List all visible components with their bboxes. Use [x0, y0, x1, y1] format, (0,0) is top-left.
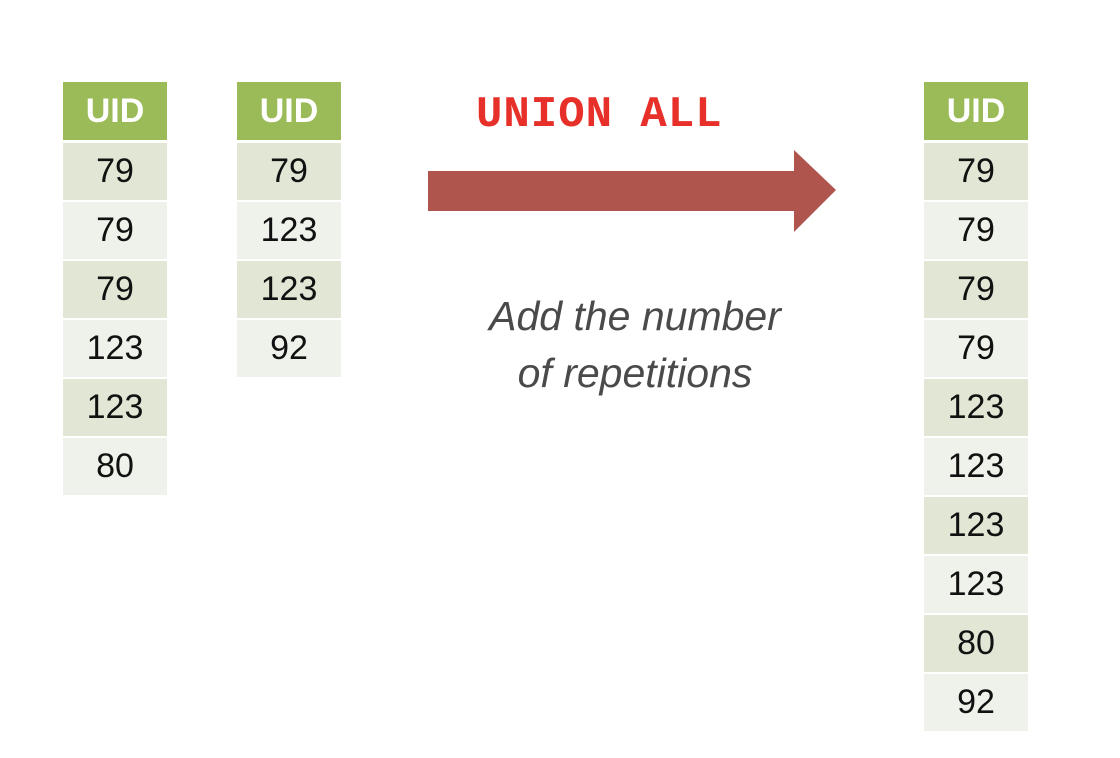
table-cell: 123 [63, 379, 167, 438]
table-cell: 123 [237, 202, 341, 261]
table-cell: 123 [924, 379, 1028, 438]
table-cell: 79 [924, 320, 1028, 379]
result-table: UID 79 79 79 79 123 123 123 123 80 92 [924, 82, 1028, 733]
table-header: UID [237, 82, 341, 143]
arrow-shape [428, 150, 836, 232]
operation-title: UNION ALL [476, 90, 723, 140]
table-cell: 92 [237, 320, 341, 379]
table-cell: 123 [63, 320, 167, 379]
caption-line-1: Add the number [489, 293, 781, 339]
table-cell: 79 [924, 261, 1028, 320]
table-cell: 123 [924, 497, 1028, 556]
table-cell: 79 [63, 143, 167, 202]
table-cell: 79 [924, 202, 1028, 261]
table-cell: 79 [63, 261, 167, 320]
table-cell: 79 [237, 143, 341, 202]
table-cell: 80 [924, 615, 1028, 674]
table-cell: 123 [237, 261, 341, 320]
table-cell: 80 [63, 438, 167, 497]
table-cell: 92 [924, 674, 1028, 733]
table-cell: 79 [924, 143, 1028, 202]
table-cell: 123 [924, 556, 1028, 615]
table-cell: 123 [924, 438, 1028, 497]
table-header: UID [924, 82, 1028, 143]
input-table-b: UID 79 123 123 92 [237, 82, 341, 379]
table-cell: 79 [63, 202, 167, 261]
input-table-a: UID 79 79 79 123 123 80 [63, 82, 167, 497]
table-header: UID [63, 82, 167, 143]
right-arrow-icon [428, 150, 836, 232]
caption: Add the number of repetitions [440, 288, 830, 402]
caption-line-2: of repetitions [517, 350, 753, 396]
